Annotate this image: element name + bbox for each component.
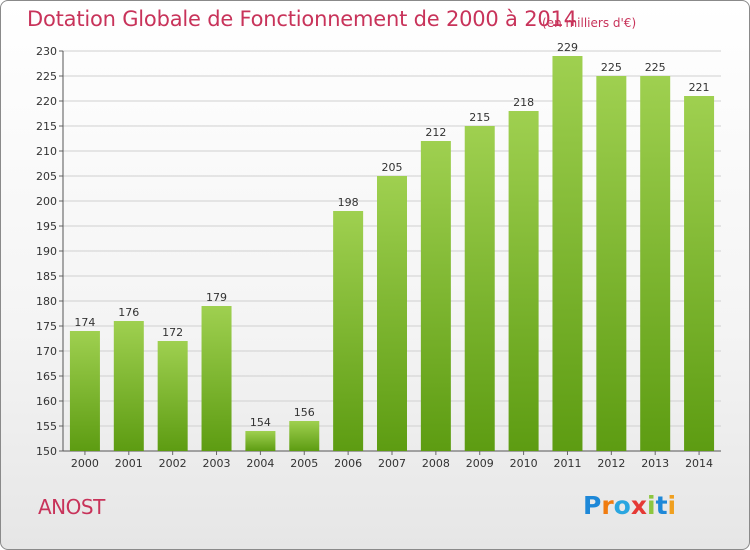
data-label: 156 bbox=[294, 406, 315, 419]
bar bbox=[420, 141, 451, 451]
x-tick-label: 2007 bbox=[378, 457, 406, 470]
logo-letter: i bbox=[667, 491, 677, 520]
data-label: 215 bbox=[469, 111, 490, 124]
y-tick-label: 205 bbox=[36, 170, 57, 183]
logo-letter: t bbox=[655, 491, 668, 520]
data-label: 205 bbox=[382, 161, 403, 174]
chart-title: Dotation Globale de Fonctionnement de 20… bbox=[27, 7, 577, 31]
data-label: 221 bbox=[689, 81, 710, 94]
bar bbox=[464, 126, 495, 451]
data-label: 154 bbox=[250, 416, 271, 429]
data-label: 198 bbox=[338, 196, 359, 209]
data-label: 212 bbox=[425, 126, 446, 139]
bar bbox=[333, 211, 364, 451]
y-tick-label: 160 bbox=[36, 395, 57, 408]
unit-label: (en milliers d'€) bbox=[542, 16, 637, 30]
bar bbox=[377, 176, 407, 451]
data-label: 218 bbox=[513, 96, 534, 109]
bar bbox=[245, 431, 276, 451]
bar bbox=[508, 111, 539, 451]
y-tick-label: 210 bbox=[36, 145, 57, 158]
proxiti-logo[interactable]: Proxiti bbox=[583, 491, 676, 520]
bar bbox=[113, 321, 144, 451]
bar bbox=[157, 341, 188, 451]
x-tick-label: 2014 bbox=[685, 457, 713, 470]
y-tick-label: 165 bbox=[36, 370, 57, 383]
x-tick-label: 2011 bbox=[553, 457, 581, 470]
x-tick-label: 2009 bbox=[466, 457, 494, 470]
x-tick-label: 2000 bbox=[71, 457, 99, 470]
bar bbox=[69, 331, 100, 451]
y-tick-label: 190 bbox=[36, 245, 57, 258]
bar bbox=[684, 96, 715, 451]
x-tick-label: 2004 bbox=[246, 457, 274, 470]
data-label: 172 bbox=[162, 326, 183, 339]
logo-letter: P bbox=[583, 491, 602, 520]
bar bbox=[289, 421, 320, 451]
data-label: 229 bbox=[557, 41, 578, 54]
y-tick-label: 220 bbox=[36, 95, 57, 108]
logo-letter: i bbox=[647, 491, 656, 520]
data-labels: 174 176 172 179 154 156 198 205 212 215 218 229 225 2… bbox=[74, 41, 709, 429]
data-label: 225 bbox=[601, 61, 622, 74]
x-tick-label: 2005 bbox=[290, 457, 318, 470]
logo-letter: r bbox=[601, 491, 614, 520]
logo-letter: o bbox=[613, 491, 631, 520]
data-label: 225 bbox=[645, 61, 666, 74]
y-tick-label: 150 bbox=[36, 445, 57, 458]
y-tick-label: 155 bbox=[36, 420, 57, 433]
bar bbox=[596, 76, 627, 451]
y-tick-label: 225 bbox=[36, 70, 57, 83]
x-tick-label: 2012 bbox=[597, 457, 625, 470]
data-label: 174 bbox=[74, 316, 95, 329]
x-tick-label: 2010 bbox=[510, 457, 538, 470]
y-tick-label: 180 bbox=[36, 295, 57, 308]
x-tick-label: 2002 bbox=[159, 457, 187, 470]
x-tick-label: 2003 bbox=[203, 457, 231, 470]
x-tick-label: 2008 bbox=[422, 457, 450, 470]
y-tick-label: 215 bbox=[36, 120, 57, 133]
y-tick-label: 230 bbox=[36, 45, 57, 58]
y-tick-label: 170 bbox=[36, 345, 57, 358]
bar bbox=[552, 56, 583, 451]
commune-name: ANOST bbox=[38, 495, 105, 519]
y-tick-label: 195 bbox=[36, 220, 57, 233]
bar bbox=[201, 306, 232, 451]
logo-letter: x bbox=[630, 491, 647, 520]
y-tick-label: 185 bbox=[36, 270, 57, 283]
x-tick-label: 2013 bbox=[641, 457, 669, 470]
bars bbox=[69, 56, 715, 451]
y-tick-label: 200 bbox=[36, 195, 57, 208]
data-label: 176 bbox=[118, 306, 139, 319]
bar bbox=[640, 76, 671, 451]
x-tick-label: 2006 bbox=[334, 457, 362, 470]
x-tick-label: 2001 bbox=[115, 457, 143, 470]
data-label: 179 bbox=[206, 291, 227, 304]
y-tick-label: 175 bbox=[36, 320, 57, 333]
